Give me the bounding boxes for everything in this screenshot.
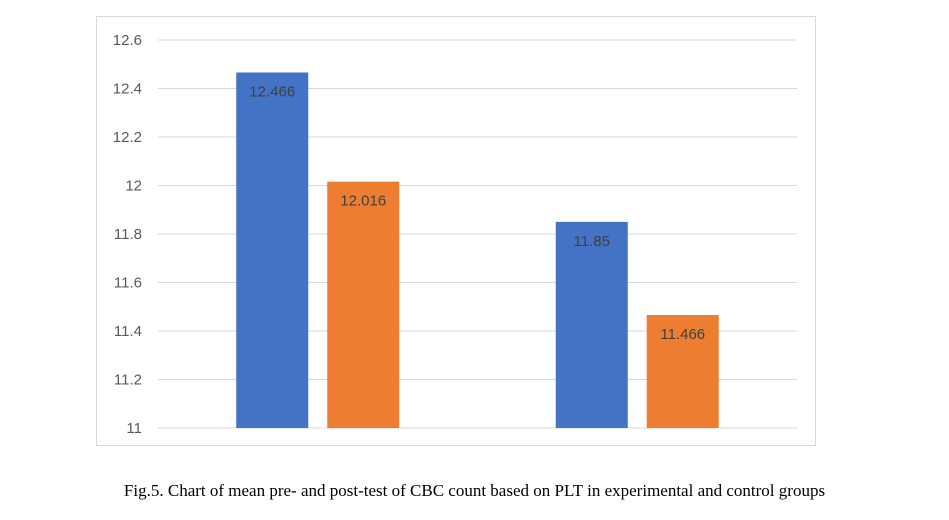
bar-series2	[646, 314, 719, 428]
figure-caption: Fig.5. Chart of mean pre- and post-test …	[123, 481, 826, 500]
data-label: 12.466	[249, 83, 295, 100]
y-tick-label: 11.6	[114, 275, 142, 292]
data-label: 11.466	[660, 326, 705, 343]
bar-series1	[555, 221, 628, 428]
data-label: 12.016	[340, 193, 386, 210]
y-tick-label: 11.2	[114, 372, 142, 389]
bar-chart: 11 11.2 11.4 11.6 11.8 12 12.2 12.4 12.6 12.466 11…	[113, 32, 797, 437]
data-label: 11.85	[574, 233, 610, 250]
y-tick-label: 11.4	[114, 323, 142, 340]
y-tick-label: 11.8	[114, 226, 142, 243]
y-tick-label: 12.2	[113, 129, 142, 146]
y-tick-label: 12.6	[113, 32, 142, 49]
y-tick-label: 12	[125, 178, 142, 195]
y-tick-label: 11	[126, 420, 142, 437]
y-tick-label: 12.4	[113, 81, 142, 98]
bar-series1	[236, 72, 309, 429]
bar-series2	[327, 181, 400, 428]
